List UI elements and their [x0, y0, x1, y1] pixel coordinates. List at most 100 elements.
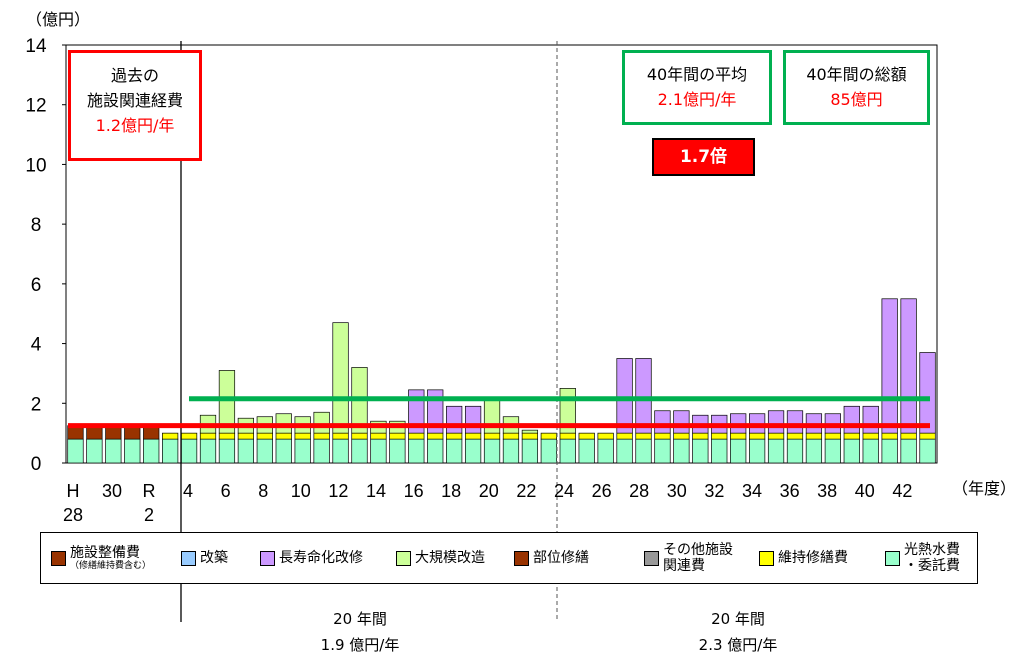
period-1-rate: 1.9 億円/年: [320, 636, 400, 654]
bar-segment: [389, 438, 406, 464]
past-cost-box: 過去の 施設関連経費 1.2億円/年: [68, 50, 202, 161]
legend-swatch: [181, 550, 196, 566]
bar-segment: [351, 432, 368, 440]
legend-item-major-renovation: 大規模改造: [396, 533, 485, 583]
x-tick-label: 34: [742, 481, 762, 501]
x-tick-label: 20: [479, 481, 499, 501]
bar-segment: [767, 432, 785, 440]
legend-label: 光熱水費 ・委託費: [904, 542, 960, 574]
x-tick-label: 28: [63, 505, 83, 525]
past-cost-title-1: 過去の: [110, 66, 159, 85]
legend-item-maintenance-repair: 維持修繕費: [759, 533, 848, 583]
bar-segment: [616, 432, 633, 440]
legend-label: 維持修繕費: [778, 550, 848, 566]
bar-segment: [483, 438, 501, 464]
bar-segment: [692, 438, 709, 464]
y-tick-label: 6: [31, 275, 42, 296]
bar-segment: [673, 432, 690, 440]
bar-segment: [843, 432, 860, 440]
period-2-rate: 2.3 億円/年: [698, 636, 778, 654]
x-tick-label: 6: [221, 481, 231, 501]
bar-segment: [540, 438, 557, 464]
bar-segment: [446, 432, 463, 440]
legend-swatch: [885, 550, 900, 566]
bar-segment: [389, 432, 406, 440]
bar-segment: [521, 438, 539, 464]
average-value: 2.1億円/年: [657, 90, 737, 109]
bar-segment: [67, 438, 84, 464]
bar-segment: [900, 432, 917, 440]
bar-segment: [786, 432, 804, 440]
legend-label: 改築: [200, 550, 228, 566]
legend-swatch: [51, 550, 66, 566]
bar-segment: [786, 410, 804, 434]
period-2-years: 20 年間: [711, 610, 765, 628]
y-tick-label: 4: [31, 335, 42, 356]
legend-swatch: [644, 550, 659, 566]
legend-label: 長寿命化改修: [279, 550, 363, 566]
bar-segment: [824, 438, 841, 464]
bar-segment: [673, 410, 690, 434]
legend: 施設整備費 （修繕維持費含む） 改築 長寿命化改修 大規模改造 部位修繕 その他施…: [40, 532, 978, 584]
total-value: 85億円: [830, 90, 883, 109]
x-tick-label: 36: [780, 481, 800, 501]
legend-item-utilities-outsourcing: 光熱水費 ・委託費: [885, 533, 960, 583]
bar-segment: [919, 438, 936, 464]
x-tick-label: 16: [404, 481, 424, 501]
bar-segment: [237, 432, 254, 440]
y-tick-label: 14: [25, 36, 47, 57]
bar-segment: [749, 438, 766, 464]
bar-segment: [313, 411, 330, 434]
bar-segment: [540, 432, 557, 440]
x-tick-label: 26: [592, 481, 612, 501]
x-tick-label: 40: [855, 481, 875, 501]
bar-segment: [673, 438, 690, 464]
bar-segment: [616, 358, 633, 434]
bar-segment: [313, 432, 330, 440]
bar-segment: [597, 432, 614, 440]
bar-segment: [805, 438, 823, 464]
bar-segment: [180, 438, 198, 464]
bar-segment: [824, 432, 841, 440]
legend-swatch: [260, 550, 275, 566]
x-tick-label: 30: [667, 481, 687, 501]
bar-segment: [730, 432, 747, 440]
x-tick-label: 38: [817, 481, 837, 501]
bar-segment: [767, 410, 785, 434]
bar-segment: [162, 432, 179, 440]
bar-segment: [237, 438, 254, 464]
legend-swatch: [759, 550, 774, 566]
legend-swatch: [514, 550, 529, 566]
bar-segment: [218, 438, 236, 464]
bar-segment: [919, 352, 936, 434]
bar-segment: [294, 438, 311, 464]
bar-segment: [502, 438, 520, 464]
bar-segment: [597, 438, 614, 464]
bar-segment: [464, 405, 482, 434]
bar-segment: [446, 438, 463, 464]
bar-segment: [881, 298, 898, 434]
bar-segment: [332, 438, 349, 464]
legend-label: その他施設 関連費: [663, 542, 733, 574]
bar-segment: [180, 432, 198, 440]
bar-segment: [711, 432, 728, 440]
bar-segment: [919, 432, 936, 440]
bar-segment: [332, 432, 349, 440]
x-axis-label: （年度）: [952, 479, 1017, 498]
y-tick-label: 0: [31, 454, 42, 475]
bar-segment: [900, 298, 917, 434]
y-tick-label: 10: [25, 155, 46, 176]
x-tick-label: H: [67, 481, 80, 501]
bar-segment: [464, 432, 482, 440]
x-tick-label: 12: [328, 481, 348, 501]
legend-label: 部位修繕: [533, 550, 589, 566]
x-tick-label: 22: [516, 481, 536, 501]
y-tick-label: 2: [31, 394, 42, 415]
bar-segment: [521, 429, 539, 434]
period-2-summary: 20 年間 2.3 億円/年: [658, 606, 818, 658]
bar-segment: [749, 432, 766, 440]
x-tick-label: 30: [102, 481, 122, 501]
legend-swatch: [396, 550, 411, 566]
bar-segment: [313, 438, 330, 464]
